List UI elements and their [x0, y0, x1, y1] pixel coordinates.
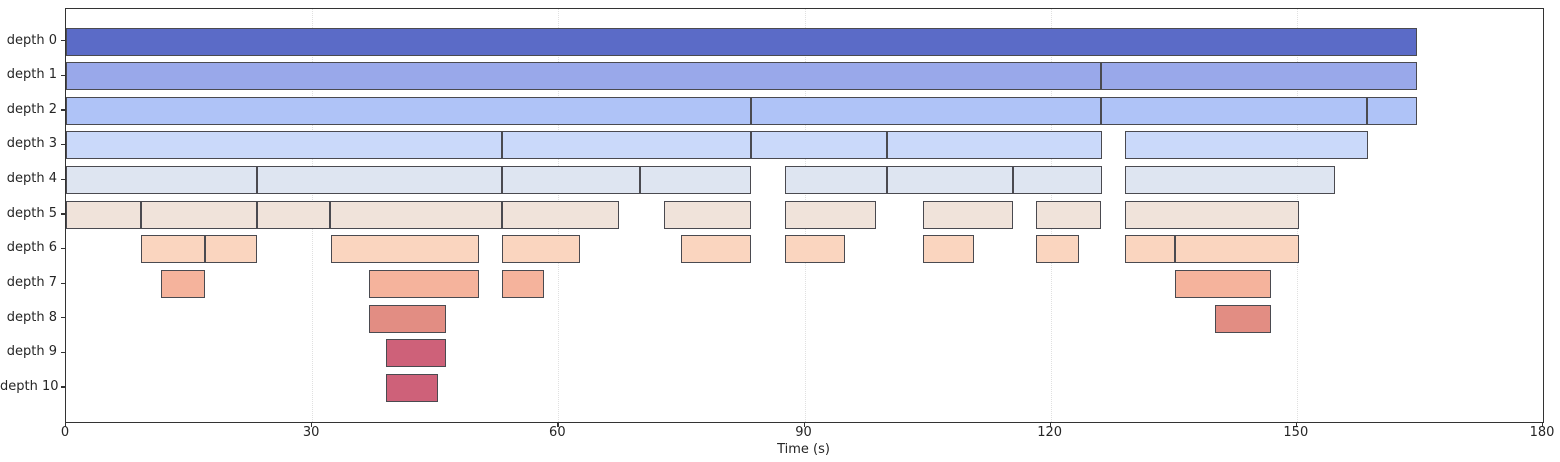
bar-segment-depth-6 — [1174, 235, 1300, 264]
y-tick-mark — [61, 74, 65, 77]
y-tick-mark — [61, 247, 65, 250]
bar-segment-depth-7 — [161, 270, 205, 298]
y-tick-label-depth-3: depth 3 — [6, 136, 57, 152]
x-tick-mark-30 — [311, 422, 313, 427]
y-tick-label-depth-9: depth 9 — [6, 344, 57, 360]
bar-segment-depth-7 — [368, 270, 479, 298]
bar-segment-depth-5 — [257, 200, 331, 229]
x-tick-mark-150 — [1295, 422, 1298, 427]
y-tick-mark — [61, 213, 65, 215]
bar-segment-depth-2 — [1100, 96, 1368, 125]
x-tick-label-120: 120 — [1037, 425, 1063, 440]
bar-segment-depth-3 — [751, 131, 888, 160]
y-tick-mark — [61, 282, 65, 284]
bar-segment-depth-2 — [1367, 96, 1417, 125]
bar-segment-depth-5 — [140, 200, 258, 229]
y-tick-label-depth-5: depth 5 — [6, 205, 57, 221]
x-tick-mark-90 — [803, 422, 805, 427]
bar-segment-depth-7 — [1175, 270, 1271, 298]
bar-segment-depth-3 — [1124, 131, 1369, 160]
bar-segment-depth-5 — [923, 200, 1013, 229]
y-tick-label-depth-1: depth 1 — [6, 67, 57, 83]
bar-segment-depth-9 — [386, 339, 446, 368]
y-tick-mark — [61, 40, 65, 42]
bar-segment-depth-6 — [923, 235, 975, 264]
bar-segment-depth-6 — [140, 235, 205, 264]
y-tick-mark — [61, 178, 65, 180]
bar-segment-depth-4 — [1124, 166, 1336, 195]
x-tick-mark-0 — [65, 422, 67, 427]
x-tick-mark-60 — [557, 422, 559, 427]
y-tick-mark — [61, 143, 65, 146]
y-tick-label-depth-0: depth 0 — [6, 32, 57, 48]
bar-segment-depth-6 — [680, 235, 752, 264]
bar-segment-depth-4 — [639, 166, 752, 195]
plot-area — [65, 8, 1544, 423]
bar-segment-depth-3 — [501, 131, 752, 160]
bar-segment-depth-8 — [1214, 304, 1271, 333]
bar-segment-depth-6 — [204, 235, 258, 264]
y-tick-mark — [61, 317, 65, 319]
bar-segment-depth-2 — [751, 96, 1101, 125]
bar-segment-depth-5 — [784, 200, 876, 229]
y-tick-label-depth-10: depth 10 — [0, 378, 59, 394]
bar-segment-depth-4 — [1012, 166, 1102, 195]
bar-segment-depth-3 — [66, 131, 502, 160]
x-tick-label-180: 180 — [1529, 425, 1555, 440]
bar-segment-depth-5 — [664, 200, 752, 229]
y-tick-mark — [61, 109, 65, 111]
bar-segment-depth-1 — [1100, 62, 1417, 91]
bar-segment-depth-6 — [1124, 235, 1175, 264]
bar-segment-depth-2 — [66, 96, 752, 125]
bar-segment-depth-4 — [257, 166, 502, 195]
y-tick-label-depth-8: depth 8 — [6, 309, 57, 325]
y-tick-label-depth-4: depth 4 — [6, 171, 57, 187]
bar-segment-depth-4 — [66, 166, 258, 195]
bar-segment-depth-6 — [1035, 235, 1079, 264]
x-tick-mark-120 — [1049, 422, 1051, 427]
bar-segment-depth-5 — [1035, 200, 1101, 229]
bar-segment-depth-8 — [368, 304, 446, 333]
y-tick-label-depth-6: depth 6 — [6, 240, 57, 256]
bar-segment-depth-5 — [330, 200, 502, 229]
y-tick-mark — [61, 386, 65, 388]
bar-segment-depth-5 — [501, 200, 620, 229]
x-tick-label-150: 150 — [1283, 425, 1309, 440]
y-tick-label-depth-7: depth 7 — [6, 275, 57, 290]
bar-segment-depth-10 — [386, 373, 438, 402]
bar-segment-depth-6 — [331, 235, 479, 264]
x-tick-label-30: 30 — [302, 425, 320, 440]
bar-segment-depth-6 — [784, 235, 845, 264]
bar-segment-depth-0 — [66, 27, 1417, 56]
bar-segment-depth-3 — [887, 131, 1102, 160]
y-tick-label-depth-2: depth 2 — [6, 101, 57, 117]
bar-segment-depth-6 — [501, 235, 581, 264]
bar-segment-depth-1 — [66, 62, 1101, 91]
bar-segment-depth-7 — [501, 270, 545, 298]
x-tick-label-60: 60 — [549, 425, 566, 440]
bar-segment-depth-4 — [501, 166, 640, 195]
bar-segment-depth-5 — [66, 200, 141, 229]
bar-segment-depth-5 — [1124, 200, 1300, 229]
x-tick-label-90: 90 — [795, 425, 812, 440]
y-tick-mark — [61, 351, 65, 354]
x-tick-mark-180 — [1542, 422, 1544, 427]
x-tick-label-0: 0 — [60, 425, 70, 440]
bar-segment-depth-4 — [887, 166, 1013, 195]
bar-segment-depth-4 — [784, 166, 888, 195]
x-axis-title: Time (s) — [777, 442, 830, 457]
